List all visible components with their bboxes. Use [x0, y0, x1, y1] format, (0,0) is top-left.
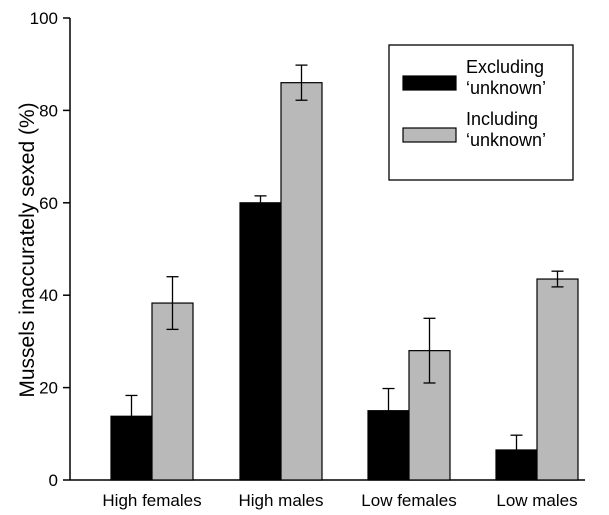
bar: [239, 202, 282, 481]
bar: [536, 278, 579, 481]
x-tick-label: High females: [102, 491, 201, 510]
y-tick-label: 40: [39, 286, 58, 305]
y-tick-label: 80: [39, 101, 58, 120]
x-tick-label: Low females: [361, 491, 456, 510]
legend: Excluding‘unknown’Including‘unknown’: [388, 44, 574, 181]
bar: [280, 82, 323, 481]
y-tick-label: 60: [39, 194, 58, 213]
x-tick-label: Low males: [496, 491, 577, 510]
bar: [151, 302, 194, 481]
error-bars: [125, 64, 564, 466]
legend-swatch: [402, 75, 457, 91]
axes: 0 20 40 60 80 100 High females High males Low fe…: [30, 9, 585, 510]
legend-label: ‘unknown’: [466, 78, 546, 98]
y-tick-label: 20: [39, 379, 58, 398]
y-tick-label: 0: [49, 471, 58, 490]
legend-label: Excluding: [466, 57, 544, 77]
y-axis-title: Mussels inaccurately sexed (%): [16, 102, 39, 397]
legend-label: Including: [466, 109, 538, 129]
y-tick-label: 100: [30, 9, 58, 28]
legend-box: [388, 44, 574, 181]
x-tick-label: High males: [238, 491, 323, 510]
legend-label: ‘unknown’: [466, 130, 546, 150]
legend-swatch: [402, 127, 457, 143]
